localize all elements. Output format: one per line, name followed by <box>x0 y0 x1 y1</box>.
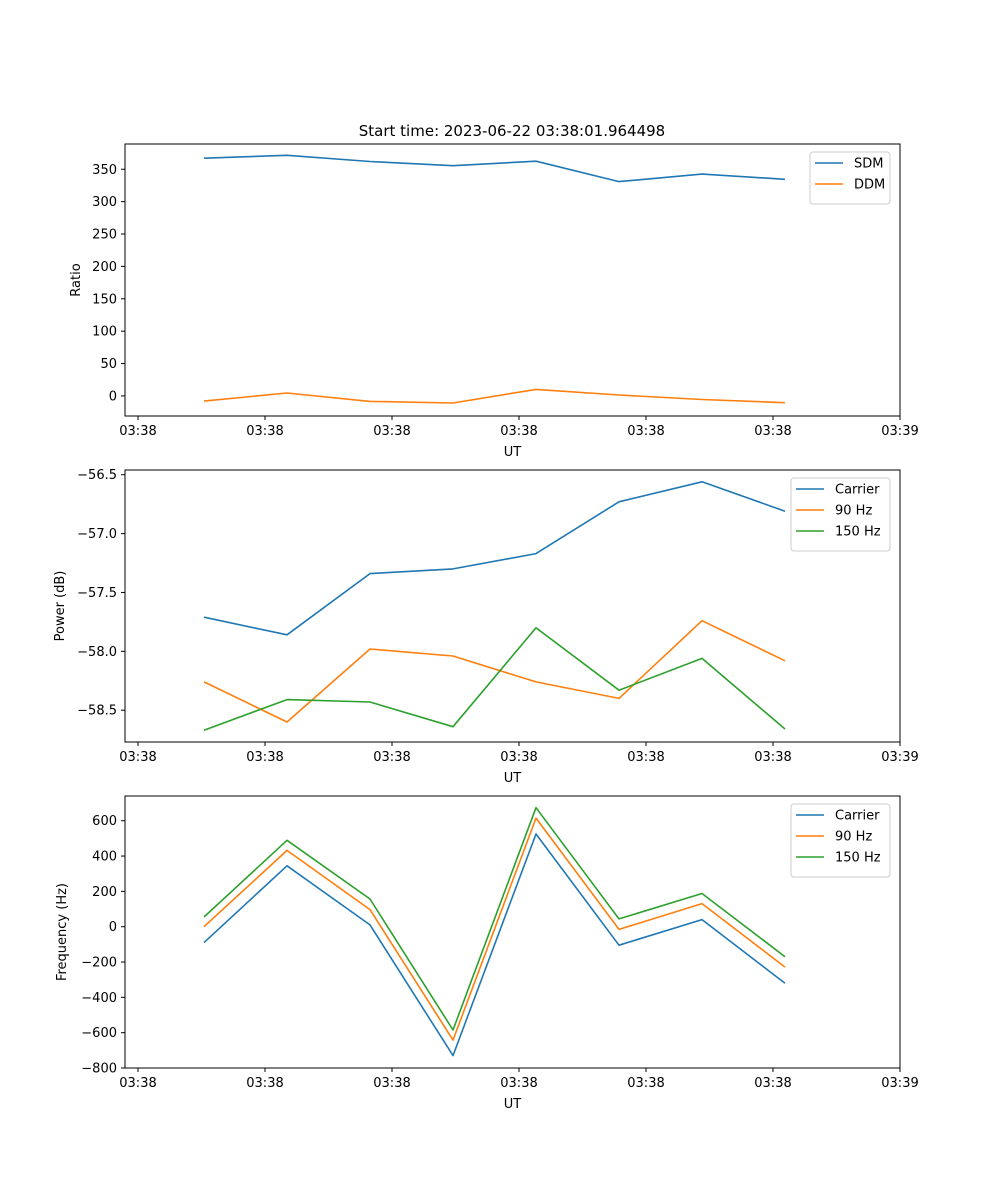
legend-label: 150 Hz <box>835 851 881 866</box>
x-tick-label: 03:38 <box>119 424 156 439</box>
legend-label: Carrier <box>835 809 880 824</box>
x-tick-label: 03:38 <box>119 750 156 765</box>
series-line-sdm <box>203 154 786 183</box>
x-tick-label: 03:39 <box>881 1076 918 1091</box>
series-line-carrier <box>203 833 786 1057</box>
y-axis-label: Power (dB) <box>53 571 68 642</box>
x-axis-label: UT <box>504 771 522 786</box>
legend: Carrier 90 Hz 150 Hz <box>790 803 891 878</box>
y-tick-label: 250 <box>92 228 117 243</box>
y-tick-label: −56.5 <box>77 468 117 483</box>
legend-box <box>790 477 891 552</box>
y-tick-label: 0 <box>109 920 117 935</box>
y-tick-label: 400 <box>92 850 117 865</box>
x-tick-label: 03:38 <box>754 424 791 439</box>
axes-frame <box>124 795 901 1069</box>
legend: SDM DDM <box>809 151 891 205</box>
y-axis-label: Ratio <box>69 263 84 296</box>
x-tick-label: 03:39 <box>881 424 918 439</box>
y-axis-label: Frequency (Hz) <box>55 883 70 981</box>
y-tick-label: 100 <box>92 325 117 340</box>
chart-panel-1: 03:38 03:38 03:38 03:38 03:38 03:38 03:39 UT 0 50… <box>69 143 919 460</box>
series-line-carrier <box>203 480 786 636</box>
x-tick-label: 03:38 <box>500 750 537 765</box>
x-tick-label: 03:38 <box>627 750 664 765</box>
y-tick-label: −400 <box>81 991 117 1006</box>
chart-panel-3: 03:38 03:38 03:38 03:38 03:38 03:38 03:39 UT −80… <box>55 795 919 1112</box>
x-tick-label: 03:38 <box>754 1076 791 1091</box>
x-tick-label: 03:38 <box>627 424 664 439</box>
legend: Carrier 90 Hz 150 Hz <box>790 477 891 552</box>
x-tick-label: 03:39 <box>881 750 918 765</box>
y-tick-label: −800 <box>81 1062 117 1077</box>
y-tick-label: 0 <box>109 389 117 404</box>
y-tick-label: −58.0 <box>77 645 117 660</box>
series-line-ddm <box>203 388 786 404</box>
legend-box <box>809 151 891 205</box>
chart-panel-2: 03:38 03:38 03:38 03:38 03:38 03:38 03:39 UT −58… <box>53 468 919 786</box>
x-tick-label: 03:38 <box>373 1076 410 1091</box>
legend-label: Carrier <box>835 483 880 498</box>
y-tick-label: −57.0 <box>77 527 117 542</box>
x-tick-label: 03:38 <box>246 424 283 439</box>
y-tick-label: −58.5 <box>77 704 117 719</box>
series-line-90-hz <box>203 817 786 1041</box>
x-tick-label: 03:38 <box>246 1076 283 1091</box>
x-tick-label: 03:38 <box>373 750 410 765</box>
panels: 03:38 03:38 03:38 03:38 03:38 03:38 03:39 UT 0 50… <box>53 143 919 1112</box>
x-axis-label: UT <box>504 1097 522 1112</box>
legend-box <box>790 803 891 878</box>
y-tick-label: 200 <box>92 260 117 275</box>
legend-label: SDM <box>854 157 883 172</box>
y-tick-label: 200 <box>92 885 117 900</box>
x-axis-label: UT <box>504 445 522 460</box>
x-tick-label: 03:38 <box>373 424 410 439</box>
x-tick-label: 03:38 <box>246 750 283 765</box>
series-line-90-hz <box>203 619 786 723</box>
axes-frame <box>124 469 901 743</box>
legend-label: 90 Hz <box>835 830 872 845</box>
x-tick-label: 03:38 <box>119 1076 156 1091</box>
axes-frame <box>124 143 901 417</box>
x-tick-label: 03:38 <box>754 750 791 765</box>
y-tick-label: 150 <box>92 292 117 307</box>
series-line-150-hz <box>203 806 786 1031</box>
y-tick-label: −57.5 <box>77 586 117 601</box>
y-tick-label: −200 <box>81 956 117 971</box>
x-tick-label: 03:38 <box>627 1076 664 1091</box>
legend-label: 150 Hz <box>835 525 881 540</box>
figure-title: Start time: 2023-06-22 03:38:01.964498 <box>359 122 665 140</box>
legend-label: DDM <box>854 178 885 193</box>
legend-label: 90 Hz <box>835 504 872 519</box>
y-tick-label: −600 <box>81 1026 117 1041</box>
series-line-150-hz <box>203 626 786 731</box>
y-tick-label: 50 <box>100 357 117 372</box>
x-tick-label: 03:38 <box>500 424 537 439</box>
y-tick-label: 300 <box>92 195 117 210</box>
x-tick-label: 03:38 <box>500 1076 537 1091</box>
y-tick-label: 600 <box>92 814 117 829</box>
y-tick-label: 350 <box>92 163 117 178</box>
